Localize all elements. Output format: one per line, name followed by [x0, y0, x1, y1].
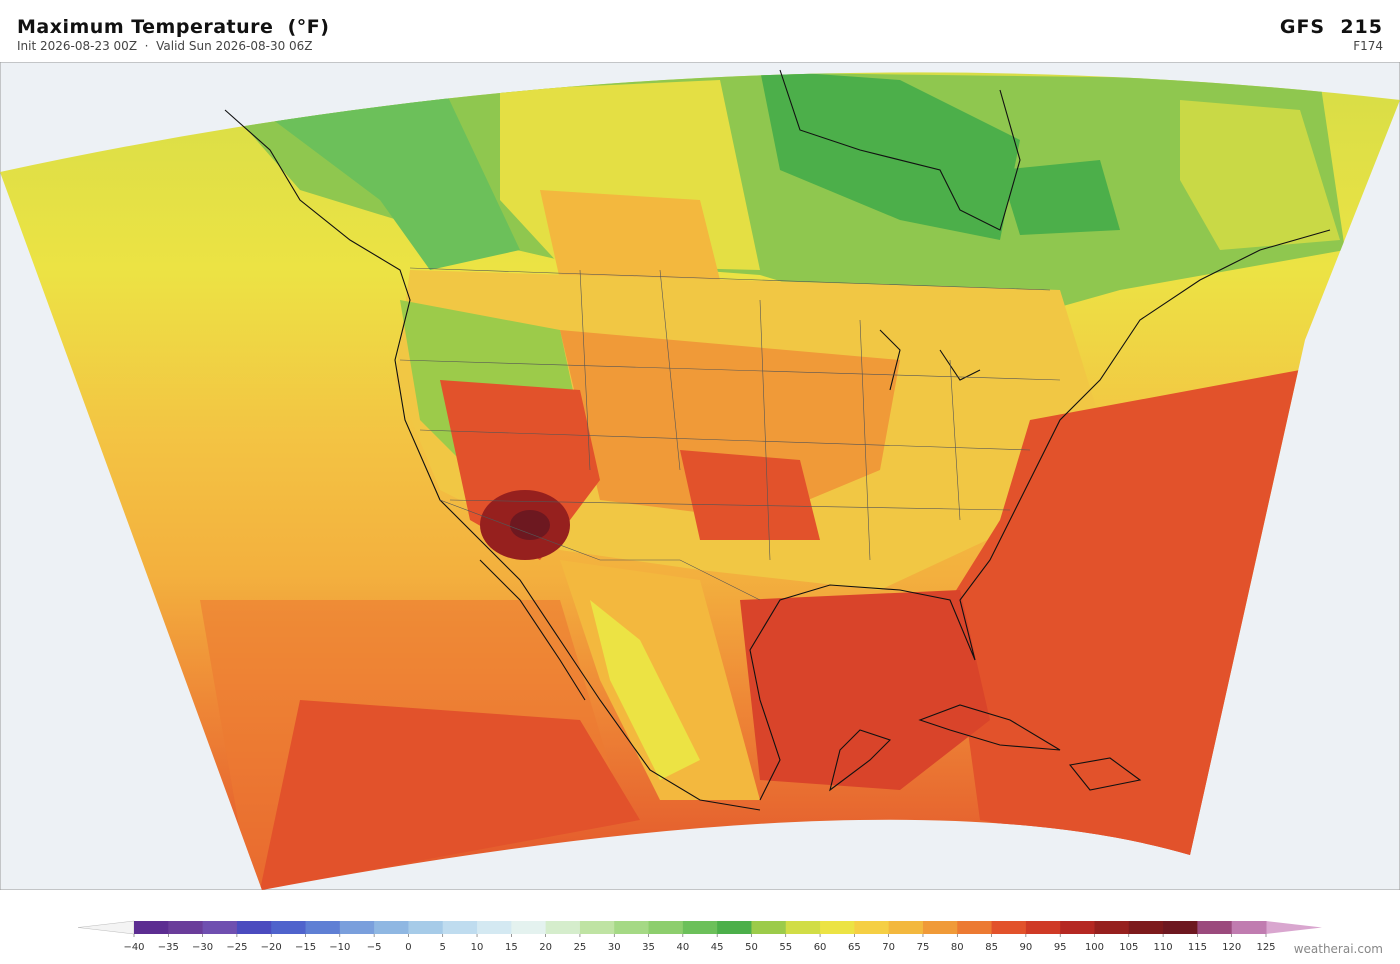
colorbar-swatch: [717, 921, 752, 934]
subtitle: Init 2026-08-23 00Z · Valid Sun 2026-08-…: [17, 39, 313, 53]
colorbar-swatch: [236, 921, 272, 934]
colorbar-tick-label: 0: [405, 942, 411, 953]
colorbar-tick-label: 90: [1020, 942, 1033, 953]
colorbar-swatch: [305, 921, 341, 934]
colorbar-tick-label: 75: [917, 942, 930, 953]
colorbar-tick-label: 55: [779, 942, 792, 953]
colorbar-tick-label: 5: [440, 942, 446, 953]
colorbar-swatch: [648, 921, 684, 934]
colorbar-tick-label: 110: [1154, 942, 1173, 953]
colorbar-tick-label: 115: [1188, 942, 1207, 953]
credit: weatherai.com: [1293, 942, 1383, 956]
colorbar-tick-label: 25: [574, 942, 587, 953]
colorbar-swatch: [134, 921, 169, 934]
colorbar-swatch: [442, 921, 478, 934]
colorbar-swatch: [477, 921, 512, 934]
colorbar-tick-label: 100: [1085, 942, 1104, 953]
colorbar-tick-label: 120: [1222, 942, 1241, 953]
colorbar-over: [1266, 921, 1322, 934]
colorbar-swatch: [682, 921, 718, 934]
colorbar-swatch: [511, 921, 547, 934]
colorbar-swatch: [1163, 921, 1198, 934]
colorbar-swatch: [614, 921, 650, 934]
colorbar-tick-label: 80: [951, 942, 964, 953]
colorbar-tick-label: 105: [1119, 942, 1138, 953]
colorbar-tick-label: 65: [848, 942, 861, 953]
borders: [399, 267, 1061, 601]
colorbar-swatch: [579, 921, 615, 934]
colorbar-tick-label: 15: [505, 942, 518, 953]
colorbar-tick-label: −15: [295, 942, 316, 953]
colorbar-tick-label: 125: [1256, 942, 1275, 953]
colorbar-tick-label: 35: [642, 942, 655, 953]
colorbar-tick-label: 20: [539, 942, 552, 953]
colorbar-swatch: [168, 921, 204, 934]
colorbar-swatch: [820, 921, 855, 934]
colorbar-swatch: [339, 921, 375, 934]
colorbar-tick-label: 70: [882, 942, 895, 953]
colorbar-swatch: [1060, 921, 1095, 934]
colorbar-swatch: [202, 921, 238, 934]
colorbar-tick-label: 10: [471, 942, 484, 953]
title: Maximum Temperature (°F): [17, 16, 330, 38]
colorbar-swatch: [1025, 921, 1061, 934]
colorbar-swatch: [1231, 921, 1267, 934]
colorbar-tick-label: −30: [192, 942, 213, 953]
colorbar-swatch: [374, 921, 409, 934]
colorbar-tick-label: −5: [367, 942, 382, 953]
colorbar-tick-label: 45: [711, 942, 724, 953]
colorbar-swatch: [751, 921, 787, 934]
colorbar-tick-label: 50: [745, 942, 758, 953]
model-label: GFS 215: [1279, 16, 1383, 38]
colorbar-tick-label: 60: [814, 942, 827, 953]
map: [0, 62, 1400, 890]
colorbar-swatch: [888, 921, 924, 934]
colorbar-swatch: [271, 921, 307, 934]
colorbar-swatch: [922, 921, 958, 934]
colorbar-tick-label: 40: [676, 942, 689, 953]
colorbar-swatch: [545, 921, 581, 934]
colorbar-tick-label: −35: [158, 942, 179, 953]
colorbar-under: [77, 920, 135, 935]
colorbar-tick-label: 95: [1054, 942, 1067, 953]
colorbar-tick-label: −20: [261, 942, 282, 953]
colorbar-swatch: [957, 921, 993, 934]
colorbar-swatch: [1128, 921, 1164, 934]
colorbar-swatch: [991, 921, 1027, 934]
colorbar-swatch: [408, 921, 444, 934]
colorbar-tick-label: −25: [226, 942, 247, 953]
colorbar-tick-label: −40: [123, 942, 144, 953]
colorbar-swatch: [1094, 921, 1130, 934]
colorbar-tick-label: −10: [329, 942, 350, 953]
forecast-hour: F174: [1353, 39, 1383, 53]
colorbar: −40 −35 −30 −25 −20 −15 −10 −5 0 5 10 15 20 25 30 35 40 4…: [77, 920, 1322, 953]
colorbar-tick-label: 30: [608, 942, 621, 953]
colorbar-swatch: [785, 921, 821, 934]
coastlines: [224, 69, 1331, 811]
colorbar-swatch: [854, 921, 890, 934]
colorbar-tick-label: 85: [985, 942, 998, 953]
colorbar-swatch: [1197, 921, 1233, 934]
